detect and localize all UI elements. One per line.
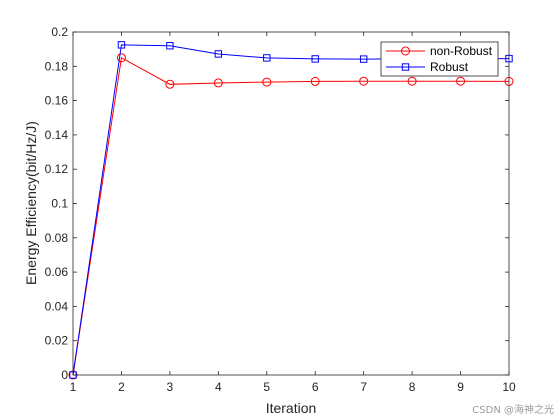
x-axis-ticks: 1 2 3 4 5 6 7 8 9 10 <box>70 32 516 394</box>
x-tick-label: 10 <box>502 380 516 394</box>
x-tick-label: 1 <box>70 380 77 394</box>
data-point-robust <box>359 55 368 63</box>
legend-label: Robust <box>430 60 469 74</box>
x-tick-label: 4 <box>215 380 222 394</box>
x-tick-label: 2 <box>118 380 125 394</box>
y-tick-label: 0.16 <box>45 94 69 108</box>
data-point-robust <box>166 42 174 50</box>
x-axis-title: Iteration <box>266 400 317 416</box>
data-point-robust <box>263 54 271 62</box>
legend-entry-non-robust: non-Robust <box>386 44 493 58</box>
y-tick-label: 0 <box>61 368 68 382</box>
y-tick-label: 0.02 <box>45 334 69 348</box>
legend-label: non-Robust <box>430 44 493 58</box>
x-tick-label: 7 <box>360 380 367 394</box>
x-tick-label: 9 <box>457 380 464 394</box>
plot-area <box>73 32 509 375</box>
y-tick-label: 0.06 <box>45 265 69 279</box>
data-point-robust <box>117 41 126 49</box>
data-point-non-robust <box>116 53 126 63</box>
y-tick-label: 0.04 <box>45 299 69 313</box>
watermark: CSDN @海神之光 <box>472 405 554 416</box>
data-point-robust <box>311 55 319 63</box>
legend-marker <box>401 46 410 56</box>
series-line-non-robust <box>72 56 510 376</box>
data-point-non-robust <box>310 76 320 86</box>
y-tick-label: 0.14 <box>45 128 69 142</box>
data-point-non-robust <box>456 76 466 86</box>
y-tick-label: 0.1 <box>51 197 68 211</box>
data-point-non-robust <box>407 76 417 86</box>
legend-box <box>380 41 499 77</box>
data-point-non-robust <box>262 77 272 87</box>
y-tick-label: 0.2 <box>51 25 68 39</box>
y-tick-label: 0.08 <box>45 231 69 245</box>
x-tick-label: 5 <box>263 380 270 394</box>
legend-marker <box>401 63 410 71</box>
y-axis-title: Energy Efficiency(bit/Hz/J) <box>23 121 39 285</box>
x-tick-label: 6 <box>312 380 319 394</box>
legend: non-Robust Robust <box>380 41 499 77</box>
y-tick-label: 0.12 <box>45 162 69 176</box>
data-point-non-robust <box>359 76 369 86</box>
data-point-robust <box>214 50 223 58</box>
y-axis-ticks: 0 0.02 0.04 0.06 0.08 0.1 0.12 0.14 0.16 0.18 0.2 <box>45 25 509 382</box>
x-tick-label: 8 <box>409 380 416 394</box>
x-tick-label: 3 <box>167 380 174 394</box>
legend-entry-robust: Robust <box>386 60 469 74</box>
y-tick-label: 0.18 <box>45 59 69 73</box>
data-point-non-robust <box>213 78 223 88</box>
data-point-non-robust <box>165 79 175 89</box>
